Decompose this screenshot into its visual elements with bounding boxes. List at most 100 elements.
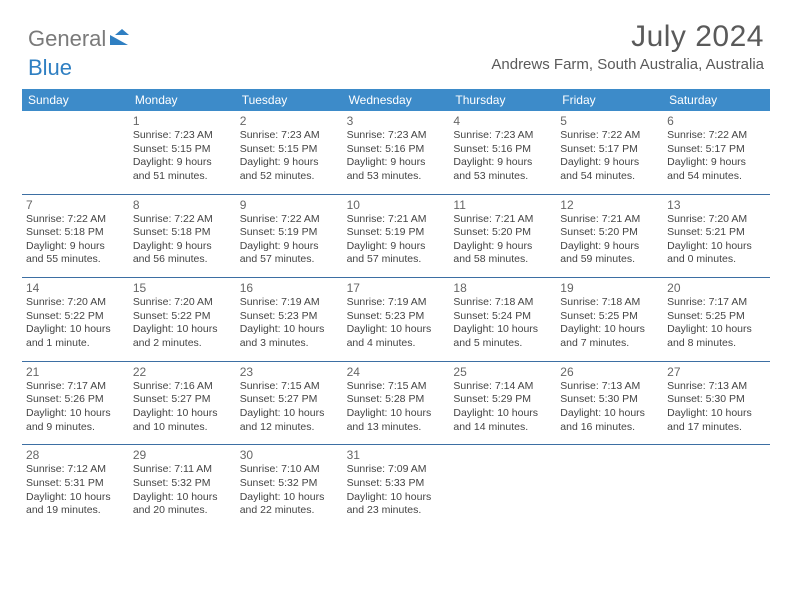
- daylight-text: and 22 minutes.: [240, 504, 339, 518]
- day-cell: 18Sunrise: 7:18 AMSunset: 5:24 PMDayligh…: [449, 278, 556, 362]
- day-cell: 17Sunrise: 7:19 AMSunset: 5:23 PMDayligh…: [343, 278, 450, 362]
- day-cell: 11Sunrise: 7:21 AMSunset: 5:20 PMDayligh…: [449, 195, 556, 279]
- daylight-text: and 10 minutes.: [133, 421, 232, 435]
- day-number: 22: [133, 365, 232, 379]
- sunrise-text: Sunrise: 7:15 AM: [347, 380, 446, 394]
- daylight-text: and 0 minutes.: [667, 253, 766, 267]
- sunset-text: Sunset: 5:33 PM: [347, 477, 446, 491]
- sunrise-text: Sunrise: 7:12 AM: [26, 463, 125, 477]
- sunset-text: Sunset: 5:32 PM: [240, 477, 339, 491]
- day-cell: 28Sunrise: 7:12 AMSunset: 5:31 PMDayligh…: [22, 445, 129, 528]
- sunrise-text: Sunrise: 7:22 AM: [133, 213, 232, 227]
- daylight-text: and 55 minutes.: [26, 253, 125, 267]
- daylight-text: Daylight: 9 hours: [347, 156, 446, 170]
- day-number: 16: [240, 281, 339, 295]
- day-number: 10: [347, 198, 446, 212]
- sunset-text: Sunset: 5:25 PM: [667, 310, 766, 324]
- sunrise-text: Sunrise: 7:18 AM: [560, 296, 659, 310]
- sunrise-text: Sunrise: 7:21 AM: [347, 213, 446, 227]
- day-number: 15: [133, 281, 232, 295]
- day-cell: 16Sunrise: 7:19 AMSunset: 5:23 PMDayligh…: [236, 278, 343, 362]
- weekday-header: Friday: [556, 89, 663, 111]
- day-number: 29: [133, 448, 232, 462]
- day-number: 1: [133, 114, 232, 128]
- daylight-text: Daylight: 9 hours: [240, 156, 339, 170]
- daylight-text: and 8 minutes.: [667, 337, 766, 351]
- weekday-header: Thursday: [449, 89, 556, 111]
- sunrise-text: Sunrise: 7:18 AM: [453, 296, 552, 310]
- sunrise-text: Sunrise: 7:23 AM: [133, 129, 232, 143]
- daylight-text: and 1 minute.: [26, 337, 125, 351]
- sunset-text: Sunset: 5:19 PM: [240, 226, 339, 240]
- day-number: 23: [240, 365, 339, 379]
- day-number: 21: [26, 365, 125, 379]
- daylight-text: Daylight: 9 hours: [453, 240, 552, 254]
- sunrise-text: Sunrise: 7:09 AM: [347, 463, 446, 477]
- sunset-text: Sunset: 5:31 PM: [26, 477, 125, 491]
- week-row: 14Sunrise: 7:20 AMSunset: 5:22 PMDayligh…: [22, 278, 770, 362]
- sunset-text: Sunset: 5:16 PM: [453, 143, 552, 157]
- day-cell: 5Sunrise: 7:22 AMSunset: 5:17 PMDaylight…: [556, 111, 663, 195]
- daylight-text: and 14 minutes.: [453, 421, 552, 435]
- week-row: 28Sunrise: 7:12 AMSunset: 5:31 PM Dayligh…: [22, 445, 770, 528]
- sunset-text: Sunset: 5:19 PM: [347, 226, 446, 240]
- day-number: 4: [453, 114, 552, 128]
- daylight-text: and 57 minutes.: [347, 253, 446, 267]
- sunset-text: Sunset: 5:28 PM: [347, 393, 446, 407]
- sunrise-text: Sunrise: 7:23 AM: [347, 129, 446, 143]
- sunset-text: Sunset: 5:26 PM: [26, 393, 125, 407]
- month-title: July 2024: [491, 20, 764, 54]
- daylight-text: and 56 minutes.: [133, 253, 232, 267]
- day-cell: 14Sunrise: 7:20 AMSunset: 5:22 PMDayligh…: [22, 278, 129, 362]
- sunrise-text: Sunrise: 7:23 AM: [240, 129, 339, 143]
- sunset-text: Sunset: 5:30 PM: [560, 393, 659, 407]
- title-block: July 2024 Andrews Farm, South Australia,…: [491, 20, 764, 73]
- day-cell: 7Sunrise: 7:22 AMSunset: 5:18 PMDaylight…: [22, 195, 129, 279]
- day-number: 24: [347, 365, 446, 379]
- weekday-header: Monday: [129, 89, 236, 111]
- daylight-text: and 12 minutes.: [240, 421, 339, 435]
- daylight-text: Daylight: 10 hours: [347, 323, 446, 337]
- day-cell: 23Sunrise: 7:15 AMSunset: 5:27 PMDayligh…: [236, 362, 343, 446]
- calendar: SundayMondayTuesdayWednesdayThursdayFrid…: [0, 81, 792, 528]
- day-cell: 8Sunrise: 7:22 AMSunset: 5:18 PMDaylight…: [129, 195, 236, 279]
- sunrise-text: Sunrise: 7:16 AM: [133, 380, 232, 394]
- sunrise-text: Sunrise: 7:22 AM: [26, 213, 125, 227]
- weekday-header: Saturday: [663, 89, 770, 111]
- daylight-text: and 19 minutes.: [26, 504, 125, 518]
- day-number: 18: [453, 281, 552, 295]
- sunrise-text: Sunrise: 7:11 AM: [133, 463, 232, 477]
- day-number: 28: [26, 448, 125, 462]
- daylight-text: and 16 minutes.: [560, 421, 659, 435]
- daylight-text: Daylight: 9 hours: [347, 240, 446, 254]
- sunrise-text: Sunrise: 7:20 AM: [26, 296, 125, 310]
- day-number: 30: [240, 448, 339, 462]
- day-number: 12: [560, 198, 659, 212]
- daylight-text: and 23 minutes.: [347, 504, 446, 518]
- day-cell: 2Sunrise: 7:23 AMSunset: 5:15 PMDaylight…: [236, 111, 343, 195]
- daylight-text: Daylight: 10 hours: [240, 491, 339, 505]
- day-number: 19: [560, 281, 659, 295]
- logo: General: [28, 26, 132, 52]
- sunrise-text: Sunrise: 7:23 AM: [453, 129, 552, 143]
- day-cell: 24Sunrise: 7:15 AMSunset: 5:28 PMDayligh…: [343, 362, 450, 446]
- daylight-text: Daylight: 10 hours: [560, 407, 659, 421]
- daylight-text: Daylight: 9 hours: [133, 240, 232, 254]
- day-number: 7: [26, 198, 125, 212]
- sunrise-text: Sunrise: 7:13 AM: [560, 380, 659, 394]
- logo-shape-icon: [110, 29, 132, 50]
- day-cell: 6Sunrise: 7:22 AMSunset: 5:17 PMDaylight…: [663, 111, 770, 195]
- sunset-text: Sunset: 5:18 PM: [133, 226, 232, 240]
- daylight-text: Daylight: 9 hours: [453, 156, 552, 170]
- week-row: 21Sunrise: 7:17 AMSunset: 5:26 PMDayligh…: [22, 362, 770, 446]
- daylight-text: Daylight: 10 hours: [240, 323, 339, 337]
- daylight-text: and 17 minutes.: [667, 421, 766, 435]
- daylight-text: and 4 minutes.: [347, 337, 446, 351]
- day-cell: 15Sunrise: 7:20 AMSunset: 5:22 PMDayligh…: [129, 278, 236, 362]
- sunrise-text: Sunrise: 7:22 AM: [560, 129, 659, 143]
- daylight-text: and 58 minutes.: [453, 253, 552, 267]
- daylight-text: Daylight: 10 hours: [667, 407, 766, 421]
- daylight-text: and 51 minutes.: [133, 170, 232, 184]
- sunrise-text: Sunrise: 7:20 AM: [133, 296, 232, 310]
- sunrise-text: Sunrise: 7:10 AM: [240, 463, 339, 477]
